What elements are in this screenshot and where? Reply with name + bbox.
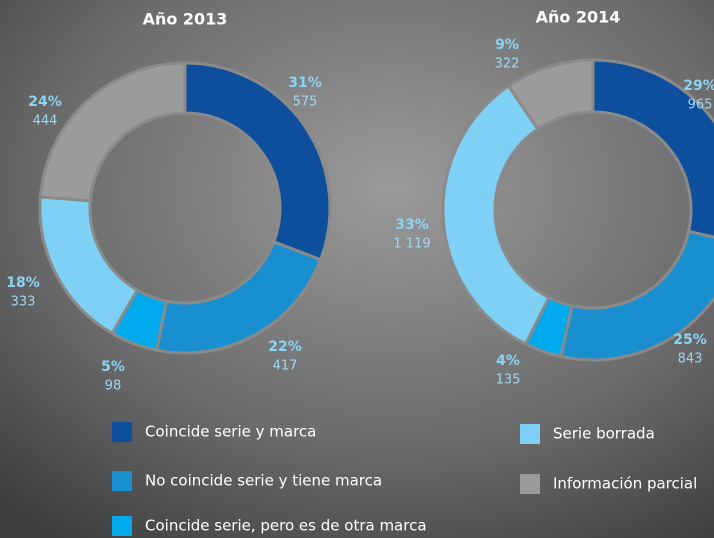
value-label: 1 119 (393, 237, 430, 252)
percent-label: 31% (288, 75, 322, 91)
value-label: 575 (293, 95, 318, 110)
legend-label: No coincide serie y tiene marca (145, 472, 382, 490)
chart: Año 2013 31% 575 22% 417 5% 98 18% 333 24% 444 Año … (0, 0, 714, 538)
value-label: 417 (273, 359, 298, 374)
value-label: 135 (496, 373, 521, 388)
percent-label: 24% (28, 94, 62, 110)
legend-swatch (520, 474, 540, 494)
value-label: 98 (105, 379, 122, 394)
chart-title: Año 2014 (536, 8, 621, 27)
legend-label: Información parcial (553, 475, 697, 493)
value-label: 444 (33, 114, 58, 129)
legend-label: Coincide serie, pero es de otra marca (145, 517, 427, 535)
percent-label: 22% (268, 339, 302, 355)
value-label: 965 (688, 98, 713, 113)
legend-label: Serie borrada (553, 425, 655, 443)
percent-label: 33% (395, 217, 429, 233)
percent-label: 5% (101, 359, 125, 375)
legend-label: Coincide serie y marca (145, 423, 316, 441)
percent-label: 18% (6, 275, 40, 291)
legend-swatch (520, 424, 540, 444)
value-label: 322 (495, 57, 520, 72)
percent-label: 4% (496, 353, 520, 369)
percent-label: 29% (683, 78, 714, 94)
value-label: 333 (11, 295, 36, 310)
legend-swatch (112, 471, 132, 491)
percent-label: 9% (495, 37, 519, 53)
legend-swatch (112, 516, 132, 536)
value-label: 843 (678, 352, 703, 367)
percent-label: 25% (673, 332, 707, 348)
legend-swatch (112, 422, 132, 442)
chart-title: Año 2013 (143, 10, 228, 29)
